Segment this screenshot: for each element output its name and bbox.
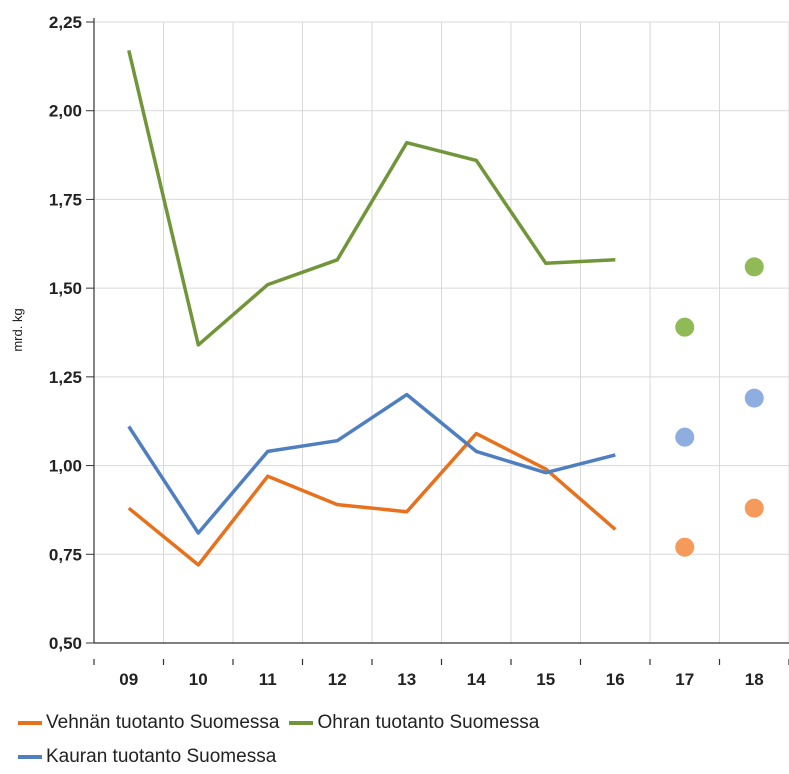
forecast-points (675, 257, 764, 557)
chart: 0,50 0,75 1,00 1,25 1,50 1,75 2,00 2,25 09 10 11 12… (10, 13, 789, 689)
legend-label-oats: Kauran tuotanto Suomessa (46, 746, 277, 767)
legend-label-barley: Ohran tuotanto Suomessa (317, 712, 540, 733)
y-tick-label: 1,50 (49, 279, 82, 298)
y-tick-label: 1,25 (49, 368, 82, 387)
legend-row-2: Kauran tuotanto Suomessa (18, 740, 778, 774)
x-tick-label: 15 (536, 670, 555, 689)
forecast-point-wheat (744, 498, 764, 518)
legend-item-wheat: Vehnän tuotanto Suomessa (18, 712, 279, 734)
legend-item-barley: Ohran tuotanto Suomessa (289, 712, 539, 734)
x-tick-label: 12 (328, 670, 347, 689)
forecast-point-barley (675, 317, 695, 337)
forecast-point-oats (744, 388, 764, 408)
x-tick-label: 10 (189, 670, 208, 689)
forecast-point-oats (675, 427, 695, 447)
forecast-point-wheat (675, 537, 695, 557)
legend-swatch-oats (18, 755, 42, 759)
series-line-barley (127, 49, 616, 347)
y-tick-label: 2,25 (49, 13, 82, 32)
legend-label-wheat: Vehnän tuotanto Suomessa (46, 712, 280, 733)
x-tick-label: 14 (467, 670, 486, 689)
y-axis-title: mrd. kg (10, 308, 25, 351)
y-tick-label: 0,75 (49, 545, 82, 564)
x-tick-label: 16 (606, 670, 625, 689)
grid (94, 21, 789, 644)
legend-swatch-barley (289, 721, 314, 725)
y-tick-label: 1,00 (49, 457, 82, 476)
y-tick-label: 2,00 (49, 102, 82, 121)
x-tick-label: 18 (745, 670, 764, 689)
series-lines (127, 49, 617, 567)
x-tick-label: 11 (259, 670, 277, 689)
legend: Vehnän tuotanto Suomessa Ohran tuotanto … (18, 706, 778, 774)
legend-swatch-wheat (18, 721, 42, 725)
series-line-oats (127, 392, 616, 535)
y-tick-label: 0,50 (49, 634, 82, 653)
legend-row-1: Vehnän tuotanto Suomessa Ohran tuotanto … (18, 706, 778, 740)
x-tick-label: 13 (397, 670, 416, 689)
axes: 0,50 0,75 1,00 1,25 1,50 1,75 2,00 2,25 09 10 11 12… (49, 13, 789, 689)
series-line-wheat (127, 431, 617, 567)
forecast-point-barley (744, 257, 764, 277)
legend-item-oats: Kauran tuotanto Suomessa (18, 746, 276, 768)
y-tick-label: 1,75 (49, 190, 82, 209)
x-tick-label: 17 (675, 670, 694, 689)
x-tick-label: 09 (119, 670, 138, 689)
